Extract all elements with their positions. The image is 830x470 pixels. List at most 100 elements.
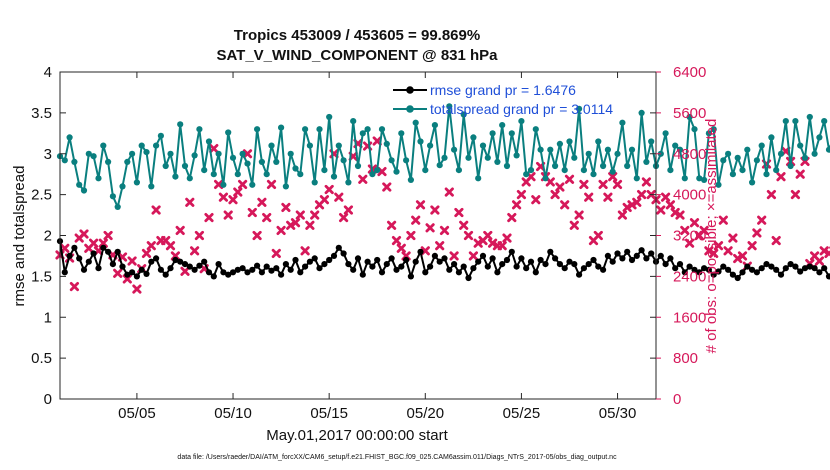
obs-assimilated-marker bbox=[641, 177, 651, 187]
rmse-point bbox=[388, 255, 395, 262]
rmse-point bbox=[302, 263, 309, 270]
obs-assimilated-marker bbox=[300, 246, 310, 256]
spread-point bbox=[80, 187, 88, 194]
rmse-point bbox=[407, 273, 414, 280]
rmse-point bbox=[95, 265, 102, 272]
obs-assimilated-marker bbox=[670, 207, 680, 218]
obs-assimilated-marker bbox=[103, 230, 113, 241]
y-tick-label: 0.5 bbox=[31, 350, 52, 367]
rmse-point bbox=[138, 266, 145, 273]
rmse-point bbox=[513, 263, 520, 270]
rmse-point bbox=[273, 265, 280, 272]
spread-point bbox=[787, 162, 794, 170]
obs-assimilated-marker bbox=[617, 210, 627, 220]
obs-assimilated-marker bbox=[483, 230, 493, 241]
rmse-point bbox=[460, 263, 467, 270]
obs-assimilated-marker bbox=[247, 207, 257, 218]
spread-point bbox=[744, 146, 751, 153]
legend: rmse grand pr = 1.6476 totalspread grand… bbox=[393, 82, 613, 117]
obs-assimilated-marker bbox=[771, 236, 781, 246]
spread-point bbox=[95, 175, 102, 182]
rmse-point bbox=[191, 266, 198, 273]
y-right-tick-label: 1600 bbox=[673, 309, 706, 326]
spread-point bbox=[667, 167, 674, 174]
rmse-point bbox=[326, 256, 333, 264]
obs-assimilated-marker bbox=[637, 190, 647, 200]
rmse-point bbox=[729, 271, 737, 278]
rmse-point bbox=[109, 261, 116, 268]
obs-assimilated-marker bbox=[223, 210, 233, 220]
obs-assimilated-marker bbox=[704, 246, 714, 256]
rmse-point bbox=[816, 269, 823, 276]
spread-point bbox=[76, 181, 83, 188]
spread-point bbox=[503, 162, 511, 170]
obs-assimilated-marker bbox=[699, 225, 709, 235]
spread-point bbox=[157, 132, 164, 139]
spread-point bbox=[633, 175, 640, 182]
spread-point bbox=[90, 153, 97, 160]
obs-assimilated-marker bbox=[449, 251, 459, 261]
spread-point bbox=[479, 142, 487, 149]
rmse-point bbox=[119, 263, 126, 270]
spread-point bbox=[249, 181, 256, 188]
rmse-point bbox=[614, 250, 621, 257]
spread-point bbox=[806, 113, 813, 121]
spread-point bbox=[638, 109, 645, 116]
spread-point bbox=[763, 171, 770, 178]
rmse-point bbox=[782, 265, 789, 272]
rmse-point bbox=[422, 269, 429, 276]
obs-assimilated-marker bbox=[584, 192, 594, 202]
obs-assimilated-marker bbox=[324, 184, 334, 195]
rmse-point bbox=[249, 266, 256, 273]
spread-point bbox=[801, 154, 809, 161]
rmse-point bbox=[537, 256, 544, 264]
footer-data-file: data file: /Users/raeder/DAI/ATM_forcXX/… bbox=[177, 454, 617, 461]
rmse-point bbox=[489, 255, 496, 262]
spread-point bbox=[109, 193, 116, 200]
spread-point bbox=[816, 134, 823, 141]
spread-point bbox=[374, 167, 381, 174]
spread-point bbox=[138, 142, 145, 149]
rmse-point bbox=[76, 255, 83, 262]
obs-assimilated-marker bbox=[728, 233, 738, 243]
obs-assimilated-marker bbox=[286, 220, 296, 230]
obs-assimilated-marker bbox=[718, 215, 728, 225]
rmse-point bbox=[479, 252, 487, 259]
spread-point bbox=[258, 158, 265, 165]
spread-point bbox=[696, 175, 703, 182]
chart-title: Tropics 453009 / 453605 = 99.869% bbox=[234, 27, 480, 44]
rmse-point bbox=[503, 256, 511, 264]
spread-point bbox=[129, 150, 136, 157]
spread-point bbox=[672, 142, 679, 149]
rmse-point bbox=[186, 263, 193, 270]
spread-point bbox=[181, 162, 189, 170]
spread-point bbox=[215, 150, 222, 157]
obs-assimilated-marker bbox=[79, 229, 89, 239]
rmse-point bbox=[701, 265, 708, 272]
rmse-point bbox=[393, 266, 400, 273]
rmse-point bbox=[561, 265, 568, 272]
spread-point bbox=[773, 167, 780, 174]
rmse-point bbox=[455, 269, 462, 276]
spread-point bbox=[470, 134, 477, 141]
spread-point bbox=[340, 157, 347, 164]
spread-point bbox=[268, 142, 275, 149]
spread-point bbox=[186, 175, 193, 182]
rmse-point bbox=[681, 269, 688, 276]
obs-assimilated-marker bbox=[507, 213, 517, 223]
rmse-point bbox=[436, 258, 443, 265]
spread-point bbox=[162, 162, 169, 170]
obs-assimilated-marker bbox=[175, 225, 185, 235]
y-tick-label: 3 bbox=[44, 146, 52, 163]
spread-point bbox=[590, 171, 597, 178]
obs-assimilated-marker bbox=[141, 248, 152, 258]
rmse-point bbox=[734, 274, 741, 282]
obs-assimilated-marker bbox=[560, 200, 570, 210]
obs-assimilated-marker bbox=[497, 241, 507, 251]
rmse-point bbox=[792, 263, 799, 270]
obs-assimilated-marker bbox=[310, 210, 320, 220]
spread-point bbox=[422, 167, 429, 174]
x-axis-ticks: 05/05 05/10 05/15 05/20 05/25 05/30 bbox=[118, 72, 636, 422]
rmse-point bbox=[624, 248, 631, 255]
rmse-point bbox=[287, 266, 294, 273]
